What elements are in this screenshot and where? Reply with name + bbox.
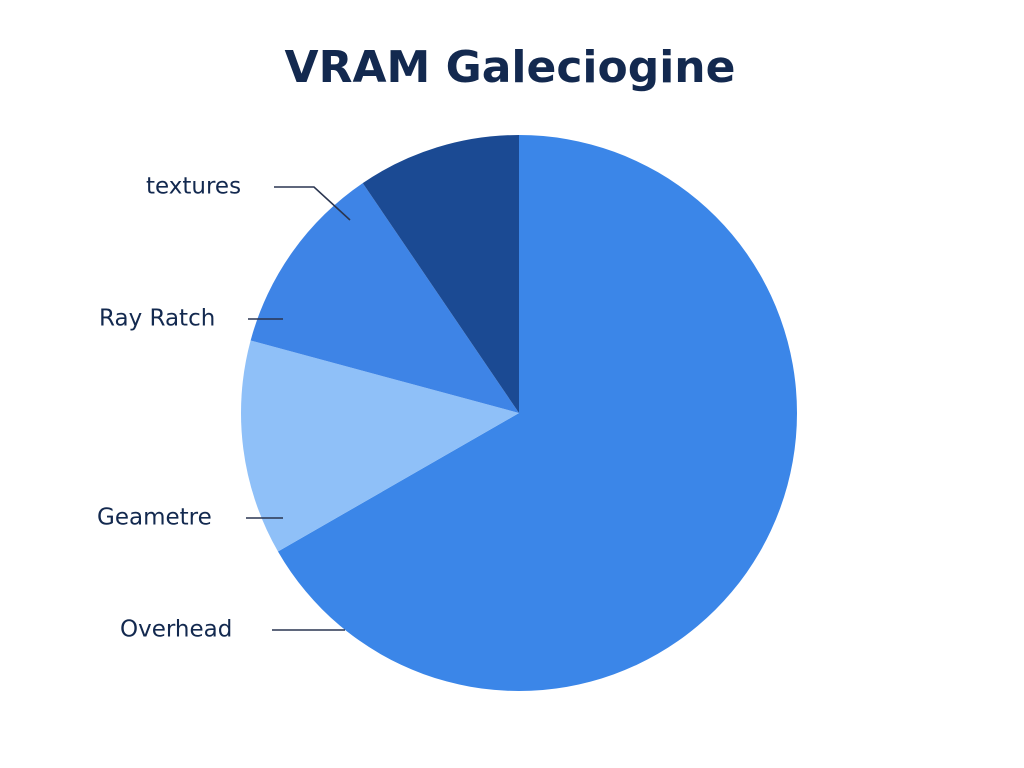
slice-label: Geametre [97, 505, 212, 531]
pie-slice [277, 135, 797, 691]
pie-slice [240, 340, 519, 552]
pie-slice [250, 183, 519, 413]
pie-slice [362, 135, 519, 413]
slice-label: Overhead [120, 617, 232, 643]
slice-label: textures [146, 174, 241, 200]
chart-title: VRAM Galeciogine [285, 42, 736, 93]
leader-line [274, 186, 351, 221]
slice-label: Ray Ratch [99, 306, 215, 332]
